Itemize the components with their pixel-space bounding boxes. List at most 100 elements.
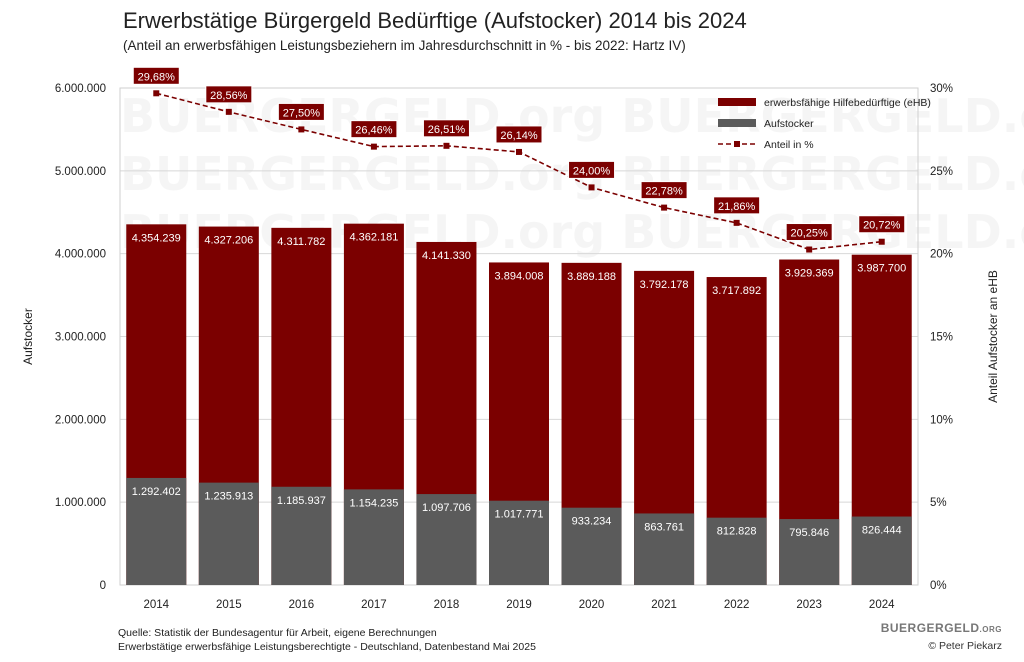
pct-label-box bbox=[568, 160, 616, 179]
line-marker bbox=[370, 143, 377, 150]
pct-label: 24,00% bbox=[573, 165, 611, 177]
y2-tick-label: 10% bbox=[930, 414, 953, 426]
bar-aufstocker bbox=[706, 517, 767, 585]
data-label-ehb: 3.929.369 bbox=[785, 268, 834, 280]
data-label-aufstocker: 826.444 bbox=[862, 525, 902, 537]
y-tick-label: 2.000.000 bbox=[55, 414, 106, 426]
line-marker bbox=[806, 246, 813, 253]
bar-aufstocker bbox=[489, 500, 549, 585]
bar-aufstocker bbox=[198, 482, 259, 585]
y2-tick-label: 30% bbox=[930, 83, 953, 95]
legend-label-ehb: erwerbsfähige Hilfebedürftige (eHB) bbox=[764, 97, 931, 109]
data-label-aufstocker: 863.761 bbox=[644, 521, 684, 533]
legend-swatch-ehb bbox=[718, 98, 756, 106]
pct-label-box bbox=[640, 181, 688, 200]
source-note: Quelle: Statistik der Bundesagentur für … bbox=[118, 627, 437, 639]
bar-aufstocker bbox=[271, 486, 332, 585]
y2-tick-label: 5% bbox=[930, 497, 947, 509]
pct-label: 27,50% bbox=[283, 107, 321, 119]
brand-suffix: .ORG bbox=[979, 625, 1002, 634]
pct-label: 20,72% bbox=[863, 220, 901, 232]
data-label-aufstocker: 1.185.937 bbox=[277, 495, 326, 507]
pct-label-box bbox=[277, 102, 325, 121]
pct-label: 26,14% bbox=[500, 130, 538, 142]
x-tick-label: 2022 bbox=[724, 599, 750, 611]
data-label-aufstocker: 1.154.235 bbox=[349, 497, 398, 509]
brand-name: BUERGERGELD bbox=[880, 621, 980, 635]
data-label-aufstocker: 1.235.913 bbox=[204, 491, 253, 503]
data-label-ehb: 4.327.206 bbox=[204, 235, 253, 247]
line-marker bbox=[661, 204, 668, 211]
bar-aufstocker bbox=[561, 507, 622, 585]
data-label-aufstocker: 812.828 bbox=[717, 526, 757, 538]
data-label-aufstocker: 1.292.402 bbox=[132, 486, 181, 498]
data-label-aufstocker: 1.097.706 bbox=[422, 502, 471, 514]
pct-label: 20,25% bbox=[791, 228, 829, 240]
pct-label: 29,68% bbox=[138, 71, 176, 83]
data-label-ehb: 3.792.178 bbox=[640, 279, 689, 291]
pct-label-box bbox=[132, 66, 180, 85]
data-label-ehb: 4.362.181 bbox=[349, 232, 398, 244]
data-label-ehb: 4.141.330 bbox=[422, 250, 471, 262]
data-label-ehb: 3.889.188 bbox=[567, 271, 616, 283]
data-label-ehb: 4.311.782 bbox=[277, 236, 325, 248]
legend-swatch-aufstocker bbox=[718, 119, 756, 127]
y2-tick-label: 20% bbox=[930, 249, 953, 261]
line-marker bbox=[733, 219, 740, 226]
line-marker bbox=[153, 90, 160, 97]
bar-aufstocker bbox=[343, 489, 404, 585]
y-tick-label: 4.000.000 bbox=[55, 249, 106, 261]
legend-label-anteil: Anteil in % bbox=[764, 139, 814, 151]
data-label-ehb: 3.717.892 bbox=[712, 285, 761, 297]
y2-tick-label: 15% bbox=[930, 332, 953, 344]
pct-label-box bbox=[858, 215, 906, 234]
pct-label: 28,56% bbox=[210, 90, 248, 102]
data-label-ehb: 3.894.008 bbox=[495, 270, 544, 282]
data-label-ehb: 3.987.700 bbox=[857, 263, 906, 275]
line-marker bbox=[516, 148, 522, 155]
line-marker bbox=[588, 184, 595, 191]
line-marker bbox=[443, 142, 450, 149]
legend-label-aufstocker: Aufstocker bbox=[764, 118, 814, 130]
data-label-aufstocker: 795.846 bbox=[789, 527, 829, 539]
pct-label: 26,51% bbox=[428, 124, 466, 136]
y-tick-label: 1.000.000 bbox=[55, 497, 106, 509]
brand-logo: BUERGERGELD.ORG bbox=[881, 621, 1002, 635]
y-tick-label: 3.000.000 bbox=[55, 332, 106, 344]
pct-label: 26,46% bbox=[355, 125, 393, 137]
pct-label-box bbox=[205, 85, 253, 104]
data-label-aufstocker: 1.017.771 bbox=[495, 509, 544, 521]
y-tick-label: 0 bbox=[100, 580, 106, 592]
pct-label-box bbox=[350, 120, 398, 139]
data-note: Erwerbstätige erwerbsfähige Leistungsber… bbox=[118, 641, 536, 653]
legend-marker-anteil bbox=[734, 141, 740, 147]
x-tick-label: 2023 bbox=[796, 599, 822, 611]
y-tick-label: 6.000.000 bbox=[55, 83, 106, 95]
y2-axis-title: Anteil Aufstocker an eHB bbox=[986, 270, 1000, 403]
bar-aufstocker bbox=[634, 513, 695, 585]
bar-aufstocker bbox=[779, 519, 840, 585]
x-tick-label: 2020 bbox=[579, 599, 605, 611]
y-tick-label: 5.000.000 bbox=[55, 166, 106, 178]
x-tick-label: 2018 bbox=[434, 599, 460, 611]
x-tick-label: 2016 bbox=[289, 599, 315, 611]
pct-label-box bbox=[422, 119, 470, 138]
chart-title: Erwerbstätige Bürgergeld Bedürftige (Auf… bbox=[123, 8, 747, 33]
x-tick-label: 2015 bbox=[216, 599, 242, 611]
pct-label: 21,86% bbox=[718, 201, 756, 213]
pct-label: 22,78% bbox=[645, 186, 683, 198]
pct-label-box bbox=[495, 125, 543, 144]
bar-aufstocker bbox=[126, 477, 187, 585]
x-tick-label: 2024 bbox=[869, 599, 895, 611]
y-axis-title: Aufstocker bbox=[21, 308, 35, 365]
x-tick-label: 2019 bbox=[506, 599, 532, 611]
line-marker bbox=[878, 238, 885, 245]
x-tick-label: 2021 bbox=[651, 599, 677, 611]
line-marker bbox=[225, 108, 232, 115]
y2-tick-label: 25% bbox=[930, 166, 953, 178]
x-tick-label: 2014 bbox=[143, 599, 169, 611]
bar-aufstocker bbox=[851, 516, 912, 585]
data-label-aufstocker: 933.234 bbox=[572, 516, 612, 528]
pct-label-box bbox=[713, 196, 761, 215]
